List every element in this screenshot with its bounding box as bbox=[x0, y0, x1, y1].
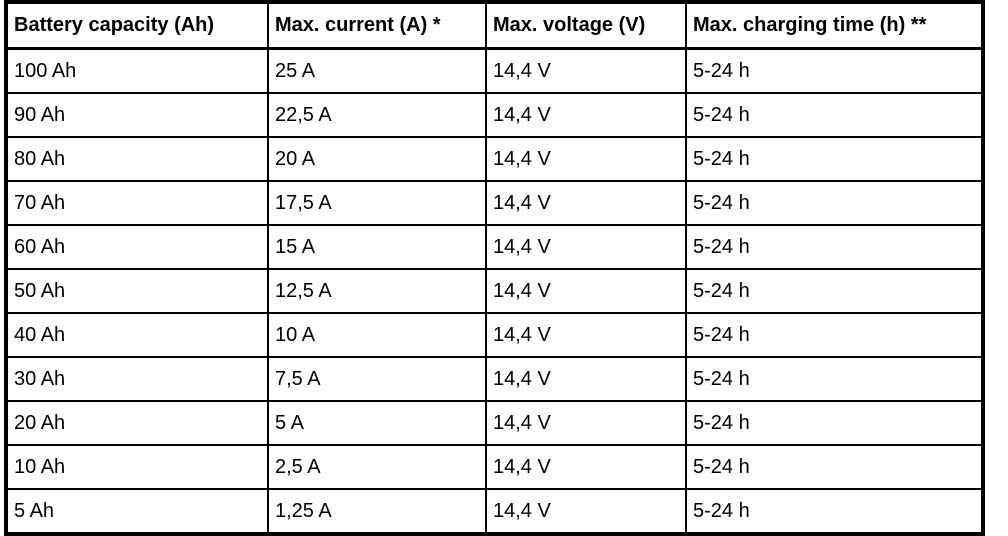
cell-max-current: 2,5 A bbox=[267, 444, 486, 489]
table-header: Battery capacity (Ah) Max. current (A) *… bbox=[6, 2, 983, 49]
cell-max-charging-time: 5-24 h bbox=[685, 444, 983, 489]
cell-max-charging-time: 5-24 h bbox=[685, 400, 983, 445]
cell-max-current: 7,5 A bbox=[267, 356, 486, 401]
cell-max-current: 20 A bbox=[267, 136, 486, 181]
cell-max-current: 5 A bbox=[267, 400, 486, 445]
cell-max-current: 12,5 A bbox=[267, 268, 486, 313]
cell-max-charging-time: 5-24 h bbox=[685, 312, 983, 357]
cell-max-voltage: 14,4 V bbox=[485, 224, 686, 269]
cell-max-charging-time: 5-24 h bbox=[685, 488, 983, 534]
cell-max-current: 1,25 A bbox=[267, 488, 486, 534]
table-row: 40 Ah 10 A 14,4 V 5-24 h bbox=[6, 312, 983, 357]
cell-max-charging-time: 5-24 h bbox=[685, 136, 983, 181]
cell-max-voltage: 14,4 V bbox=[485, 180, 686, 225]
cell-max-voltage: 14,4 V bbox=[485, 356, 686, 401]
table-row: 100 Ah 25 A 14,4 V 5-24 h bbox=[6, 47, 983, 93]
cell-battery-capacity: 100 Ah bbox=[6, 47, 268, 93]
table-row: 30 Ah 7,5 A 14,4 V 5-24 h bbox=[6, 356, 983, 401]
cell-battery-capacity: 60 Ah bbox=[6, 224, 268, 269]
cell-battery-capacity: 50 Ah bbox=[6, 268, 268, 313]
table-row: 50 Ah 12,5 A 14,4 V 5-24 h bbox=[6, 268, 983, 313]
cell-max-charging-time: 5-24 h bbox=[685, 180, 983, 225]
cell-battery-capacity: 5 Ah bbox=[6, 488, 268, 534]
cell-max-voltage: 14,4 V bbox=[485, 444, 686, 489]
table-row: 70 Ah 17,5 A 14,4 V 5-24 h bbox=[6, 180, 983, 225]
cell-max-current: 25 A bbox=[267, 47, 486, 93]
cell-max-charging-time: 5-24 h bbox=[685, 224, 983, 269]
column-header-max-current: Max. current (A) * bbox=[267, 2, 486, 49]
battery-charging-spec-table-container: Battery capacity (Ah) Max. current (A) *… bbox=[4, 0, 985, 536]
cell-battery-capacity: 80 Ah bbox=[6, 136, 268, 181]
table-row: 5 Ah 1,25 A 14,4 V 5-24 h bbox=[6, 488, 983, 534]
cell-max-voltage: 14,4 V bbox=[485, 136, 686, 181]
table-row: 80 Ah 20 A 14,4 V 5-24 h bbox=[6, 136, 983, 181]
cell-max-current: 22,5 A bbox=[267, 92, 486, 137]
cell-battery-capacity: 30 Ah bbox=[6, 356, 268, 401]
cell-max-charging-time: 5-24 h bbox=[685, 92, 983, 137]
table-row: 60 Ah 15 A 14,4 V 5-24 h bbox=[6, 224, 983, 269]
cell-max-current: 17,5 A bbox=[267, 180, 486, 225]
table-body: 100 Ah 25 A 14,4 V 5-24 h 90 Ah 22,5 A 1… bbox=[6, 47, 983, 534]
battery-charging-spec-table: Battery capacity (Ah) Max. current (A) *… bbox=[4, 0, 985, 536]
cell-battery-capacity: 70 Ah bbox=[6, 180, 268, 225]
cell-max-voltage: 14,4 V bbox=[485, 400, 686, 445]
cell-battery-capacity: 10 Ah bbox=[6, 444, 268, 489]
cell-battery-capacity: 90 Ah bbox=[6, 92, 268, 137]
cell-battery-capacity: 20 Ah bbox=[6, 400, 268, 445]
cell-max-voltage: 14,4 V bbox=[485, 47, 686, 93]
column-header-battery-capacity: Battery capacity (Ah) bbox=[14, 14, 215, 36]
column-header-max-charging-time: Max. charging time (h) ** bbox=[685, 2, 983, 49]
column-header-max-voltage: Max. voltage (V) bbox=[485, 2, 686, 49]
table-header-row: Battery capacity (Ah) Max. current (A) *… bbox=[6, 2, 983, 49]
cell-max-current: 10 A bbox=[267, 312, 486, 357]
cell-max-current: 15 A bbox=[267, 224, 486, 269]
table-row: 10 Ah 2,5 A 14,4 V 5-24 h bbox=[6, 444, 983, 489]
cell-max-voltage: 14,4 V bbox=[485, 488, 686, 534]
table-row: 20 Ah 5 A 14,4 V 5-24 h bbox=[6, 400, 983, 445]
cell-max-charging-time: 5-24 h bbox=[685, 47, 983, 93]
cell-max-voltage: 14,4 V bbox=[485, 268, 686, 313]
cell-max-charging-time: 5-24 h bbox=[685, 268, 983, 313]
cell-max-charging-time: 5-24 h bbox=[685, 356, 983, 401]
cell-battery-capacity: 40 Ah bbox=[6, 312, 268, 357]
table-row: 90 Ah 22,5 A 14,4 V 5-24 h bbox=[6, 92, 983, 137]
cell-max-voltage: 14,4 V bbox=[485, 92, 686, 137]
cell-max-voltage: 14,4 V bbox=[485, 312, 686, 357]
